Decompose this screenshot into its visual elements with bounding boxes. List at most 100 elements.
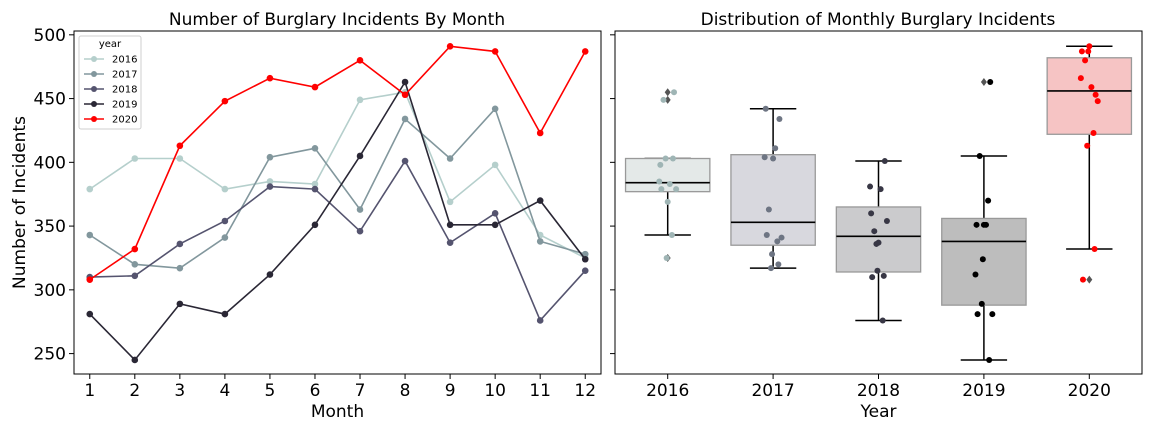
series-2020 <box>86 43 589 283</box>
x-tick-label: 2016 <box>646 381 689 401</box>
swarm-point <box>767 265 774 272</box>
series-2019 <box>86 78 589 364</box>
box-body <box>1046 57 1133 135</box>
swarm-point <box>763 232 770 239</box>
swarm-point <box>761 154 768 161</box>
swarm-point <box>772 145 779 152</box>
legend-item: 2016 <box>84 55 137 66</box>
data-point <box>311 145 319 152</box>
legend-label: 2020 <box>112 115 137 126</box>
data-point <box>356 57 364 64</box>
swarm-point <box>666 181 673 188</box>
swarm-point <box>765 206 772 213</box>
swarm-point <box>868 210 875 217</box>
series-line <box>89 80 586 362</box>
swarm-point <box>867 183 874 190</box>
swarm-point <box>770 155 777 162</box>
legend-label: 2018 <box>112 85 137 96</box>
y-tick-label: 250 <box>34 345 66 365</box>
swarm-point <box>775 261 782 268</box>
legend-swatch-marker <box>91 56 97 62</box>
x-tick-label: 11 <box>529 381 551 401</box>
swarm-point <box>1077 75 1084 82</box>
data-point <box>266 183 274 190</box>
swarm-point <box>671 89 678 96</box>
data-point <box>401 78 409 86</box>
data-point <box>491 161 499 169</box>
box-chart: Distribution of Monthly Burglary Inciden… <box>610 10 1143 422</box>
data-point <box>311 185 319 193</box>
swarm-point <box>979 256 986 263</box>
data-point <box>491 221 499 229</box>
data-point <box>356 206 364 213</box>
data-point <box>221 185 229 193</box>
x-tick-label: 10 <box>484 381 506 401</box>
legend-item: 2017 <box>84 70 137 81</box>
data-point <box>176 300 184 308</box>
swarm-point <box>664 198 671 205</box>
data-point <box>86 231 94 239</box>
box-body <box>835 206 922 273</box>
y-tick-label: 500 <box>34 26 66 46</box>
data-point <box>221 97 229 105</box>
data-point <box>446 221 454 229</box>
swarm-point <box>663 254 670 261</box>
legend-swatch-marker <box>91 101 97 107</box>
data-point <box>446 43 454 50</box>
box-group <box>624 43 1133 363</box>
swarm-point <box>973 221 980 228</box>
data-point <box>221 310 229 318</box>
legend-item: 2018 <box>84 85 137 96</box>
data-point <box>266 153 274 161</box>
series-line <box>89 91 586 259</box>
swarm-point <box>1078 48 1085 55</box>
swarm-point <box>874 267 881 274</box>
series-2016 <box>86 88 589 262</box>
data-point <box>536 197 544 204</box>
data-point <box>581 255 589 263</box>
swarm-point <box>1085 48 1092 55</box>
data-point <box>86 276 94 283</box>
swarm-point <box>669 155 676 162</box>
line-chart-title: Number of Burglary Incidents By Month <box>169 10 505 30</box>
series-line <box>89 159 586 322</box>
swarm-point <box>776 115 783 122</box>
swarm-point <box>1079 276 1086 283</box>
swarm-point <box>1091 246 1098 253</box>
legend-label: 2019 <box>112 100 137 111</box>
box-2016 <box>624 88 711 262</box>
data-point <box>176 142 184 150</box>
legend-title: year <box>99 39 122 50</box>
data-point <box>401 157 409 165</box>
swarm-point <box>1092 91 1099 98</box>
swarm-point <box>972 271 979 278</box>
swarm-point <box>877 186 884 193</box>
x-tick-label: 4 <box>219 381 230 401</box>
x-tick-label: 3 <box>174 381 185 401</box>
x-tick-label: 2019 <box>962 381 1005 401</box>
legend-label: 2016 <box>112 55 137 66</box>
data-point <box>86 310 94 318</box>
box-chart-x-label: Year <box>860 402 897 422</box>
data-point <box>356 227 364 235</box>
y-tick-label: 300 <box>34 281 66 301</box>
swarm-point <box>1084 142 1091 149</box>
data-point <box>581 267 589 275</box>
legend-item: 2019 <box>84 100 137 111</box>
swarm-point <box>989 311 996 318</box>
swarm-point <box>774 238 781 245</box>
x-tick-label: 2018 <box>857 381 900 401</box>
x-tick-label: 2020 <box>1068 381 1111 401</box>
series-2017 <box>86 105 589 272</box>
outlier-marker <box>664 88 671 97</box>
data-point <box>176 155 184 162</box>
swarm-point <box>985 197 992 204</box>
data-point <box>221 217 229 225</box>
data-point <box>131 356 139 364</box>
swarm-point <box>980 221 987 228</box>
box-2020 <box>1046 43 1133 284</box>
x-tick-label: 7 <box>355 381 366 401</box>
box-body <box>624 157 711 193</box>
x-tick-label: 6 <box>310 381 321 401</box>
